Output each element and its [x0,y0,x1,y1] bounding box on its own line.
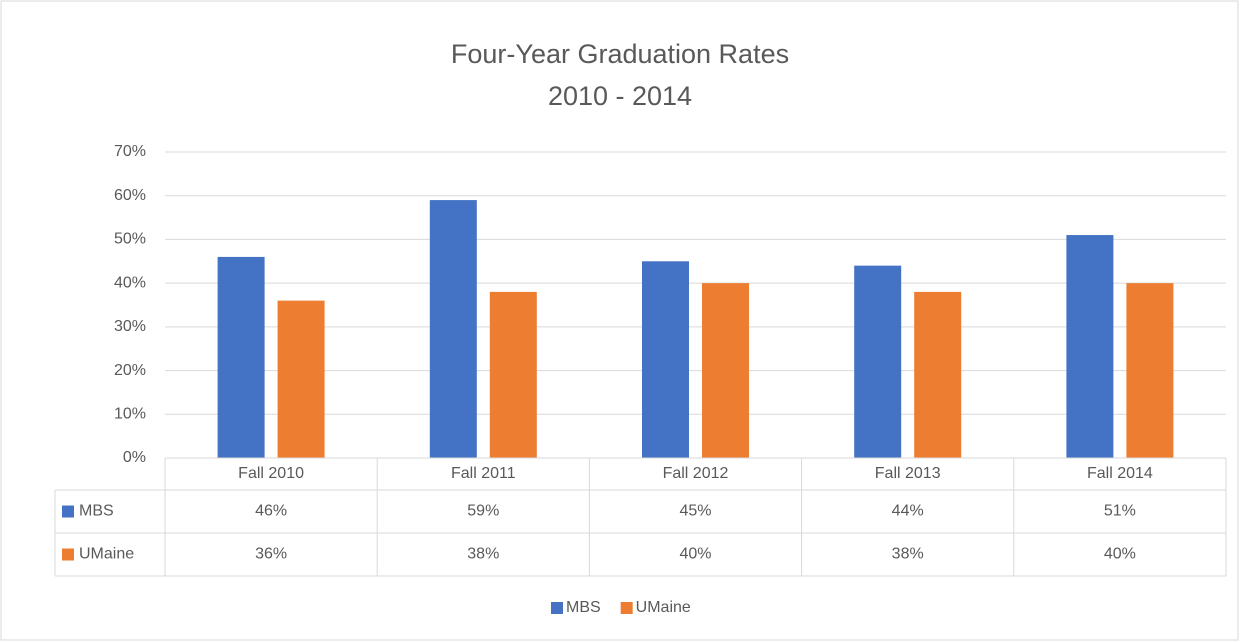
y-tick-label: 0% [123,449,146,466]
y-tick-label: 50% [114,231,146,248]
table-value: 45% [679,503,711,520]
legend-label: MBS [566,599,601,616]
y-tick-label: 20% [114,362,146,379]
chart-subtitle: 2010 - 2014 [548,81,692,111]
y-tick-label: 10% [114,406,146,423]
bar [702,283,749,458]
x-tick-label: Fall 2010 [238,465,304,482]
y-tick-label: 30% [114,318,146,335]
table-value: 36% [255,546,287,563]
table-value: 38% [467,546,499,563]
bar [277,300,325,458]
table-series-name: UMaine [79,546,134,563]
bar [489,291,537,458]
y-tick-label: 60% [114,187,146,204]
table-value: 51% [1104,503,1136,520]
legend-label: UMaine [636,599,691,616]
table-value: 40% [1104,546,1136,563]
table-value: 44% [892,503,924,520]
legend-key [620,602,633,614]
legend-key [551,602,563,614]
bar [854,265,902,458]
table-value: 59% [467,503,499,520]
bar [642,261,689,458]
x-tick-label: Fall 2014 [1087,465,1153,482]
x-tick-label: Fall 2013 [875,465,941,482]
x-tick-label: Fall 2011 [451,465,516,482]
bar [1126,283,1174,458]
bar [429,200,477,459]
table-series-name: MBS [79,503,114,520]
y-tick-label: 70% [114,143,146,160]
y-tick-label: 40% [114,274,146,291]
table-value: 38% [892,546,924,563]
x-tick-label: Fall 2012 [663,465,729,482]
table-legend-key [62,548,74,561]
table-value: 40% [679,546,711,563]
bar [1066,235,1114,458]
table-legend-key [62,505,74,518]
table-value: 46% [255,503,287,520]
bar [217,256,265,458]
bar [914,291,962,458]
chart-title: Four-Year Graduation Rates [451,39,789,69]
